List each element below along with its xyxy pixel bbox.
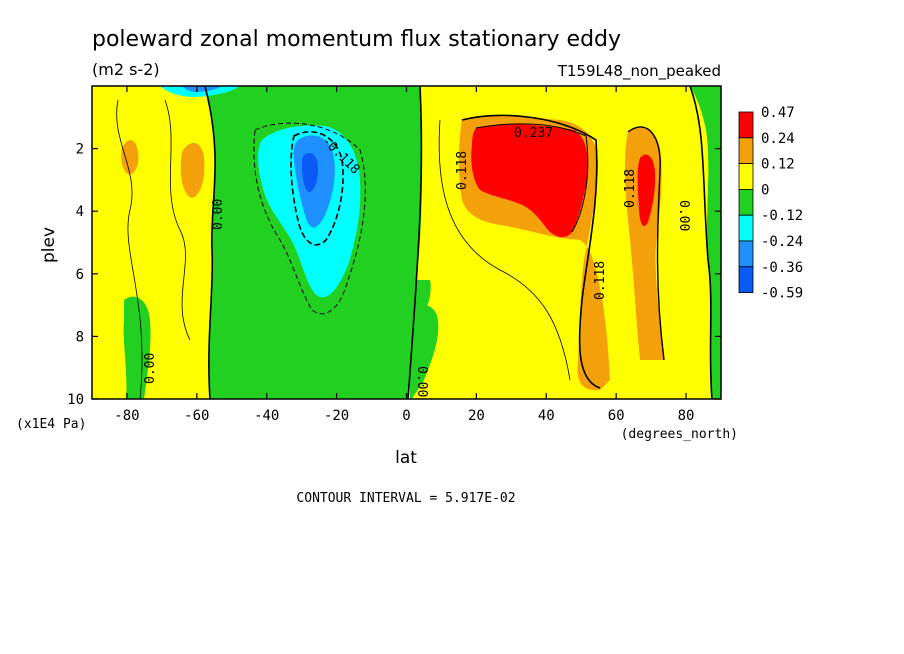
colorbar-label: -0.36 <box>761 260 803 276</box>
x-tick-label: 0 <box>402 408 410 424</box>
region-negative-eq-right <box>410 305 439 399</box>
colorbar-swatch <box>738 188 754 216</box>
x-tick-label: 20 <box>468 408 485 424</box>
y-axis: 2 4 6 8 10 <box>67 142 721 408</box>
x-tick-label: -80 <box>114 408 139 424</box>
x-tick-label: 60 <box>608 408 625 424</box>
contour-thin-left <box>116 99 143 399</box>
region-orange-sw1 <box>121 140 139 175</box>
x-tick-label: 80 <box>678 408 695 424</box>
contour-zero-eq <box>407 86 423 399</box>
x-tick-label: 40 <box>538 408 555 424</box>
contour-label: 0.00 <box>143 353 158 384</box>
colorbar-swatch <box>738 214 754 242</box>
colorbar-label: 0 <box>761 182 769 198</box>
contour-neg-outer <box>253 122 366 315</box>
contour-label: 0.00 <box>211 199 226 230</box>
y-tick-label: 10 <box>67 392 84 408</box>
colorbar-label: 0.12 <box>761 157 795 173</box>
run-label: T159L48_non_peaked <box>557 62 721 81</box>
contour-thin-north <box>438 119 571 381</box>
y-tick-label: 4 <box>76 204 84 220</box>
contour-pos-highlat <box>627 126 665 361</box>
colorbar-label: -0.12 <box>761 208 803 224</box>
colorbar-label: -0.24 <box>761 234 803 250</box>
y-units-label: (x1E4 Pa) <box>16 417 86 432</box>
contour-label: 0.00 <box>676 200 691 231</box>
region-red-highlat <box>637 154 656 226</box>
contour-pos-north <box>461 114 601 389</box>
colorbar-label: 0.47 <box>761 105 795 121</box>
contour-label: 0.118 <box>455 151 470 190</box>
x-tick-label: -60 <box>184 408 209 424</box>
x-axis-label: lat <box>395 448 417 468</box>
region-red-north <box>471 124 588 238</box>
contour-interval-label: CONTOUR INTERVAL = 5.917E-02 <box>296 491 515 506</box>
contour-zero-right <box>689 86 713 399</box>
colorbar-swatch <box>738 266 754 293</box>
y-axis-label: plev <box>39 227 59 263</box>
x-tick-label: -20 <box>324 408 349 424</box>
colorbar-label: -0.59 <box>761 286 803 302</box>
x-units-label: (degrees_north) <box>621 427 738 442</box>
colorbar-swatch <box>738 240 754 268</box>
plot-area <box>92 86 721 399</box>
region-orange-sw2 <box>180 142 205 198</box>
contour-label: 0.118 <box>593 261 608 300</box>
colorbar: 0.47 0.24 0.12 0 -0.12 -0.24 -0.36 -0.59 <box>738 105 803 302</box>
colorbar-swatch <box>738 163 754 190</box>
y-tick-label: 6 <box>76 267 84 283</box>
contour-neg-inner <box>290 131 344 246</box>
x-tick-label: -40 <box>254 408 279 424</box>
units-label: (m2 s-2) <box>92 60 160 79</box>
region-darkblue <box>302 152 318 192</box>
contour-label: 0.118 <box>623 169 638 208</box>
colorbar-swatch <box>738 111 754 139</box>
contour-zero-south <box>204 86 216 399</box>
colorbar-label: 0.24 <box>761 131 795 147</box>
region-top-strip-dark <box>182 86 222 92</box>
x-axis: -80 -60 -40 -20 0 20 40 60 80 <box>114 86 694 424</box>
contour-label: 0.00 <box>414 366 429 397</box>
contour-label: 0.237 <box>514 126 553 141</box>
region-negative-right <box>690 86 721 399</box>
y-tick-label: 2 <box>76 142 84 158</box>
chart-title: poleward zonal momentum flux stationary … <box>92 27 621 52</box>
colorbar-swatch <box>738 137 754 165</box>
contour-pos-north-inner <box>475 123 589 233</box>
region-negative-left <box>123 296 151 399</box>
contour-thin-mid <box>164 99 191 341</box>
y-tick-label: 8 <box>76 329 84 345</box>
